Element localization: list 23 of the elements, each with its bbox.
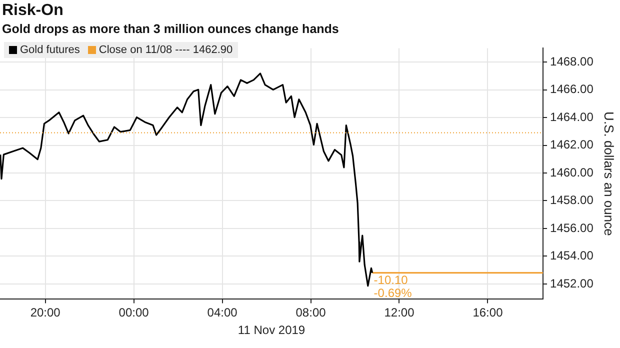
- legend-label: Close on 11/08 ---- 1462.90: [98, 44, 233, 56]
- y-axis-title: U.S. dollars an ounce: [602, 112, 617, 236]
- x-tick-label: 00:00: [118, 306, 150, 320]
- x-tick-label: 16:00: [472, 306, 504, 320]
- annotation: -10.10: [374, 273, 408, 288]
- chart-subtitle: Gold drops as more than 3 million ounces change hands: [2, 22, 339, 36]
- y-tick-label: 1464.00: [550, 110, 594, 124]
- y-tick-label: 1452.00: [550, 276, 594, 290]
- y-tick-label: 1454.00: [550, 248, 594, 263]
- y-tick-label: 1468.00: [550, 54, 594, 68]
- x-tick-label: 08:00: [296, 306, 326, 320]
- x-tick-label: 04:00: [207, 306, 238, 320]
- y-tick-label: 1458.00: [550, 193, 594, 208]
- chart-title: Risk-On: [2, 2, 64, 20]
- x-tick-label: 12:00: [384, 306, 415, 320]
- y-tick-label: 1466.00: [550, 82, 594, 96]
- y-tick-label: 1460.00: [550, 165, 594, 180]
- y-tick-label: 1462.00: [550, 138, 594, 152]
- y-tick-label: 1456.00: [550, 220, 594, 235]
- annotation: -0.69%: [374, 286, 412, 300]
- legend-label: Gold futures: [20, 44, 80, 56]
- x-tick-label: 20:00: [30, 306, 61, 320]
- x-axis-title: 11 Nov 2019: [238, 323, 306, 338]
